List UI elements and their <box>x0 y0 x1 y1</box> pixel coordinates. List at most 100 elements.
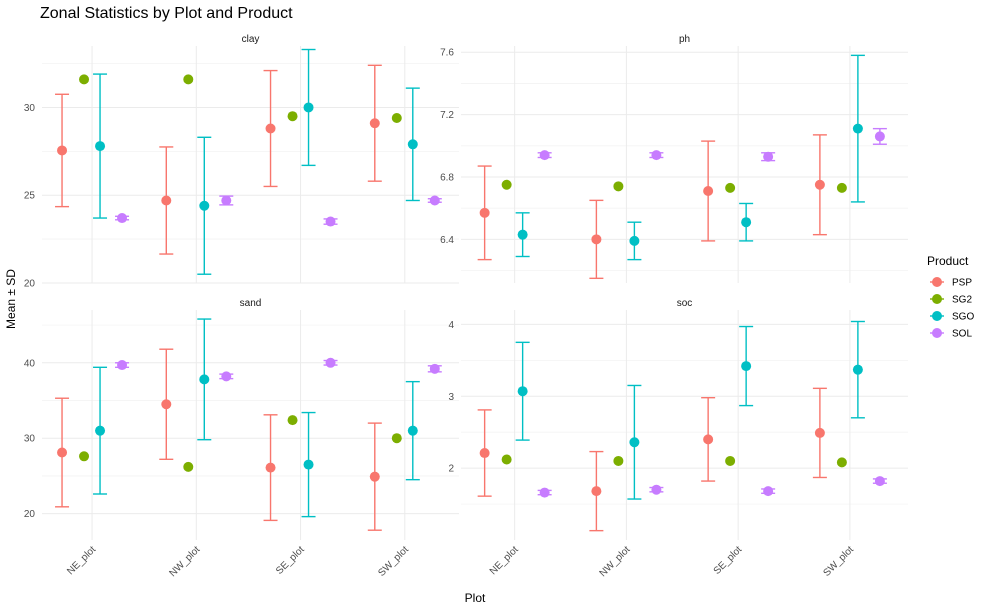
data-point <box>501 454 512 465</box>
series-SOL-soc <box>537 476 887 498</box>
data-point <box>814 179 825 190</box>
data-point <box>741 217 752 228</box>
data-point <box>57 447 68 458</box>
panel-ph: ph 6.4 6.8 7.2 7.6 <box>440 34 908 283</box>
data-point <box>874 476 885 487</box>
data-point <box>95 425 106 436</box>
facet-panels: clay 20 25 30 ph 6.4 6.8 7.2 7.6 sand 20 30 40 NE_plo… <box>24 34 908 579</box>
data-point <box>221 371 232 382</box>
legend-label: PSP <box>952 278 972 289</box>
data-point <box>539 487 550 498</box>
y-tick-label: 7.6 <box>440 48 454 59</box>
y-tick-label: 6.4 <box>440 235 454 246</box>
series-SGO-clay <box>93 48 420 275</box>
x-axis-title: Plot <box>465 591 486 605</box>
data-point <box>479 207 490 218</box>
data-point <box>591 234 602 245</box>
series-SGO-sand <box>93 318 420 518</box>
y-tick-label: 20 <box>24 279 36 290</box>
series-PSP-ph <box>477 134 827 280</box>
legend-key-point <box>932 328 942 338</box>
strip-label-clay: clay <box>242 34 260 45</box>
data-point <box>199 200 210 211</box>
data-point <box>703 434 714 445</box>
data-point <box>763 151 774 162</box>
data-point <box>852 364 863 375</box>
series-PSP-sand <box>55 348 382 531</box>
data-point <box>591 486 602 497</box>
data-point <box>303 459 314 470</box>
y-tick-label: 6.8 <box>440 172 454 183</box>
data-point <box>199 374 210 385</box>
legend-key-point <box>932 277 942 287</box>
strip-label-ph: ph <box>679 34 690 45</box>
legend-label: SG2 <box>952 295 972 306</box>
legend: Product PSP SG2 SGO SOL <box>927 254 974 340</box>
series-SG2-sand <box>79 415 402 472</box>
series-PSP-clay <box>55 64 382 255</box>
y-tick-label: 2 <box>448 464 454 475</box>
data-point <box>429 195 440 206</box>
x-tick-label: SE_plot <box>274 544 307 577</box>
data-point <box>407 425 418 436</box>
data-point <box>517 386 528 397</box>
data-point <box>429 363 440 374</box>
data-point <box>814 427 825 438</box>
legend-label: SGO <box>952 312 974 323</box>
series-SOL-clay <box>115 195 442 227</box>
y-tick-label: 30 <box>24 103 36 114</box>
y-tick-label: 40 <box>24 358 36 369</box>
data-point <box>613 455 624 466</box>
data-point <box>391 433 402 444</box>
data-point <box>161 195 172 206</box>
data-point <box>325 216 336 227</box>
y-axis-title: Mean ± SD <box>4 269 18 329</box>
data-point <box>369 471 380 482</box>
legend-item-SGO: SGO <box>930 311 974 323</box>
data-point <box>651 484 662 495</box>
data-point <box>651 150 662 161</box>
y-tick-label: 7.2 <box>440 110 454 121</box>
data-point <box>161 399 172 410</box>
series-PSP-soc <box>477 387 827 532</box>
x-tick-label: SW_plot <box>822 544 857 579</box>
series-SG2-clay <box>79 74 402 123</box>
data-point <box>303 102 314 113</box>
panel-soc: soc 2 3 4 NE_plot NW_plot SE_plot SW_plot <box>448 298 908 579</box>
data-point <box>501 179 512 190</box>
data-point <box>369 118 380 129</box>
y-tick-label: 25 <box>24 191 36 202</box>
data-point <box>183 74 194 85</box>
data-point <box>287 415 298 426</box>
data-point <box>629 235 640 246</box>
data-point <box>391 112 402 123</box>
data-point <box>79 451 90 462</box>
data-point <box>265 123 276 134</box>
data-point <box>629 437 640 448</box>
data-point <box>79 74 90 85</box>
data-point <box>836 182 847 193</box>
x-tick-label: SW_plot <box>376 544 411 579</box>
y-tick-label: 20 <box>24 509 36 520</box>
data-point <box>703 186 714 197</box>
legend-title: Product <box>927 254 969 268</box>
series-SG2-soc <box>501 454 847 468</box>
x-tick-label: NW_plot <box>598 544 633 579</box>
series-SG2-ph <box>501 179 847 193</box>
legend-key-point <box>932 311 942 321</box>
legend-item-SOL: SOL <box>930 328 972 340</box>
strip-label-sand: sand <box>240 298 262 309</box>
data-point <box>221 195 232 206</box>
data-point <box>874 131 885 142</box>
data-point <box>763 486 774 497</box>
y-tick-label: 4 <box>448 320 454 331</box>
data-point <box>517 229 528 240</box>
data-point <box>117 360 128 371</box>
x-tick-label: NW_plot <box>168 544 203 579</box>
data-point <box>852 123 863 134</box>
legend-item-PSP: PSP <box>930 277 972 289</box>
data-point <box>117 213 128 224</box>
data-point <box>479 448 490 459</box>
legend-item-SG2: SG2 <box>930 294 972 306</box>
